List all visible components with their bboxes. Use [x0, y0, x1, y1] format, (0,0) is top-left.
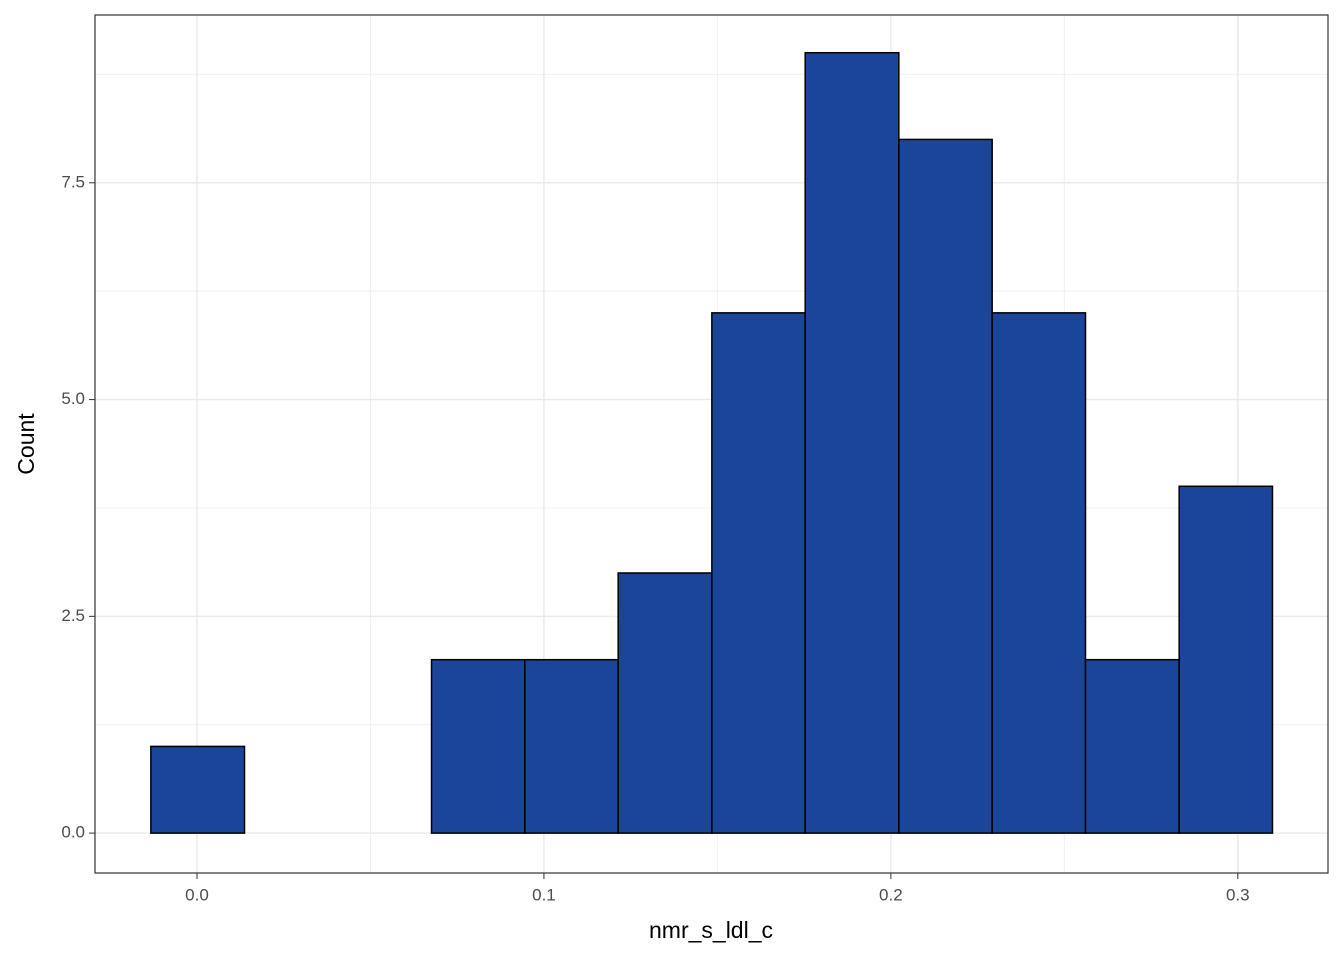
y-tick-label: 2.5 [61, 606, 85, 625]
x-tick-label: 0.1 [532, 885, 556, 904]
panel-border [94, 14, 1329, 874]
x-tick-label: 0.0 [185, 885, 209, 904]
bar [1178, 485, 1274, 834]
y-tick-label: 5.0 [61, 389, 85, 408]
y-axis-title: Count [13, 413, 39, 475]
x-axis-title: nmr_s_ldl_c [649, 917, 773, 943]
x-tick-label: 0.3 [1226, 885, 1250, 904]
y-tick-label: 0.0 [61, 823, 85, 842]
bar [430, 658, 526, 834]
bar [617, 572, 713, 834]
y-tick-label: 7.5 [61, 172, 85, 191]
bar [711, 312, 806, 834]
bar [991, 312, 1087, 834]
bar [524, 658, 619, 834]
bar [898, 138, 993, 834]
bar [804, 51, 900, 834]
bar [150, 745, 246, 834]
x-tick-label: 0.2 [879, 885, 903, 904]
bar [1084, 658, 1180, 834]
